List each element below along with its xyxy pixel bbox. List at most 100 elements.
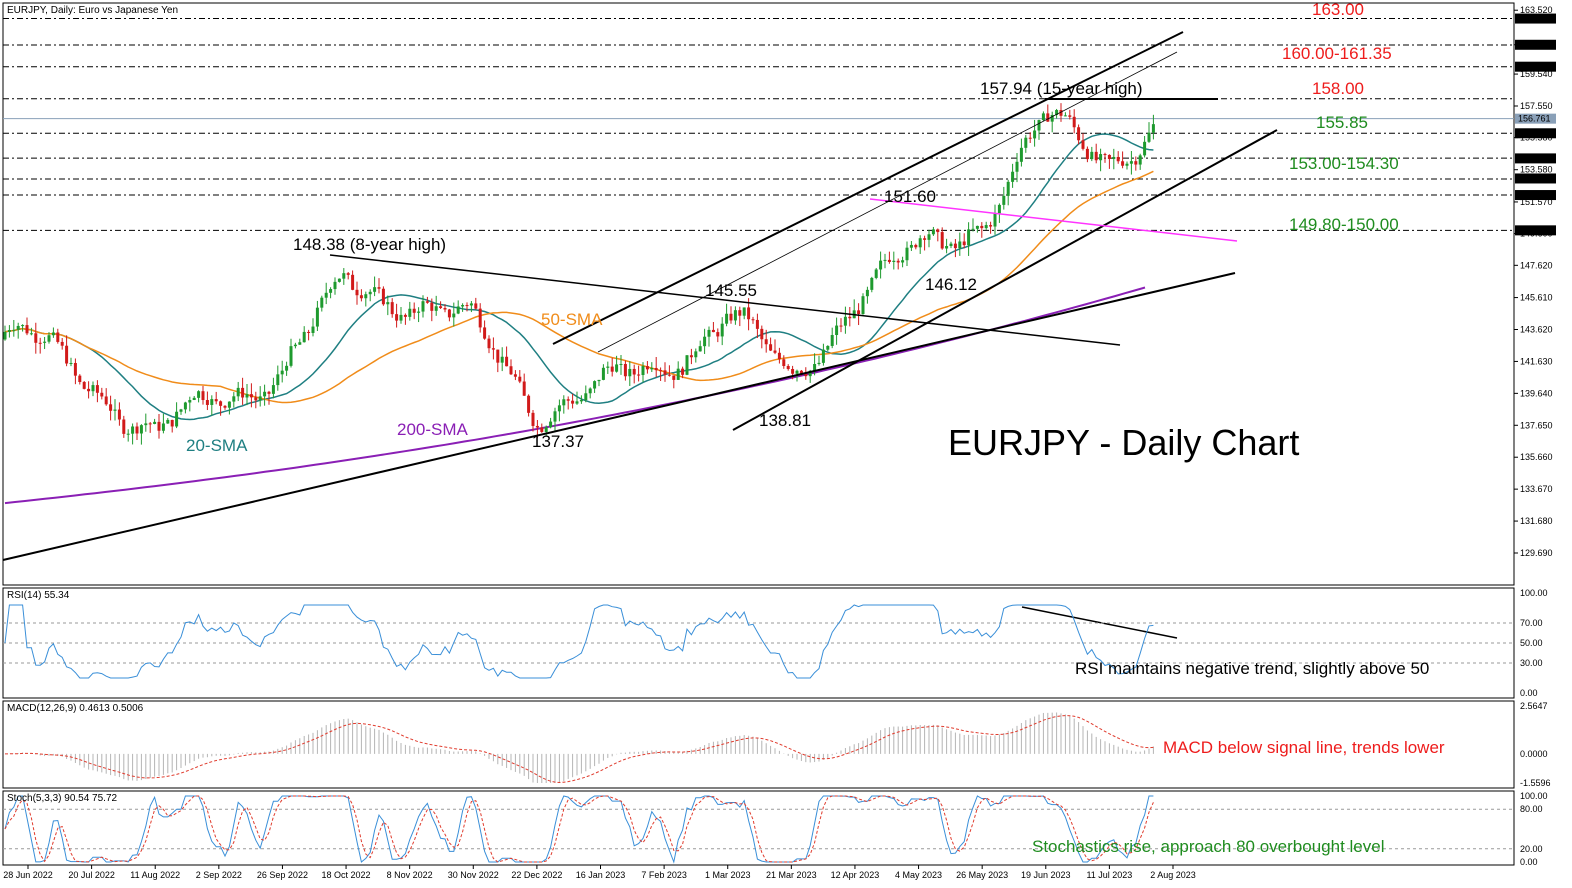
candle-body bbox=[927, 234, 931, 240]
candle-body bbox=[122, 419, 126, 434]
candle-body bbox=[1015, 161, 1019, 172]
candle-body bbox=[773, 350, 777, 353]
x-tick-label: 26 May 2023 bbox=[956, 870, 1008, 880]
candle-body bbox=[575, 401, 579, 404]
candle-body bbox=[887, 259, 891, 262]
candle-body bbox=[738, 310, 742, 316]
chart-title: EURJPY, Daily: Euro vs Japanese Yen bbox=[7, 5, 178, 16]
price-tag-label: 152.000 bbox=[1518, 190, 1551, 200]
candle-body bbox=[333, 281, 337, 290]
x-tick-label: 11 Jul 2023 bbox=[1086, 870, 1132, 880]
candle-body bbox=[1099, 154, 1103, 161]
candle-body bbox=[808, 370, 812, 377]
rsi-panel[interactable] bbox=[2, 587, 1515, 699]
candle-body bbox=[135, 426, 139, 434]
candle-body bbox=[848, 316, 852, 319]
candle-body bbox=[505, 356, 509, 367]
candle-body bbox=[826, 345, 830, 350]
trendlines bbox=[2, 31, 1278, 639]
candle-body bbox=[131, 426, 135, 434]
candle-body bbox=[1024, 137, 1028, 148]
x-tick-label: 18 Oct 2022 bbox=[322, 870, 371, 880]
candle-body bbox=[1077, 127, 1081, 141]
main-price-panel[interactable] bbox=[2, 2, 1515, 586]
candle-body bbox=[632, 368, 636, 375]
candle-body bbox=[685, 355, 689, 375]
candle-body bbox=[628, 368, 632, 377]
sma50-line bbox=[4, 170, 1154, 404]
candle-body bbox=[179, 409, 183, 412]
long-term-support-line bbox=[2, 272, 1236, 561]
y-tick-label: 141.630 bbox=[1520, 356, 1553, 366]
label-20-sma: 20-SMA bbox=[186, 436, 248, 455]
candle-body bbox=[584, 393, 588, 401]
candle-body bbox=[351, 274, 355, 290]
candle-body bbox=[478, 308, 482, 328]
price-tag-bg bbox=[1515, 190, 1556, 201]
candle-body bbox=[984, 225, 988, 229]
candle-body bbox=[87, 388, 91, 392]
rsi-y-label: 30.00 bbox=[1520, 658, 1543, 668]
candle-body bbox=[109, 404, 113, 411]
candle-body bbox=[293, 344, 297, 347]
y-tick-label: 137.650 bbox=[1520, 420, 1553, 430]
candle-body bbox=[465, 305, 469, 307]
sma20-line bbox=[4, 133, 1154, 421]
candle-body bbox=[91, 385, 95, 392]
candle-body bbox=[337, 278, 341, 282]
candle-body bbox=[861, 296, 865, 315]
channel-upper-line bbox=[552, 31, 1184, 345]
stoch-panel[interactable] bbox=[2, 790, 1515, 866]
candle-body bbox=[711, 329, 715, 333]
candle-body bbox=[399, 314, 403, 321]
candle-body bbox=[1129, 161, 1133, 164]
candle-body bbox=[271, 385, 275, 394]
candle-body bbox=[817, 362, 821, 364]
candle-body bbox=[346, 273, 350, 275]
candle-body bbox=[342, 273, 346, 279]
candle-body bbox=[166, 419, 170, 424]
candle-body bbox=[236, 387, 240, 397]
candle-body bbox=[527, 395, 531, 413]
candle-body bbox=[359, 295, 363, 299]
channel-mid-line bbox=[597, 51, 1178, 353]
candle-body bbox=[192, 397, 196, 401]
stoch-header: Stoch(5,3,3) 90.54 75.72 bbox=[7, 793, 118, 804]
candle-body bbox=[777, 352, 781, 360]
price-tag-bg bbox=[1515, 128, 1556, 139]
annotation-8-year-high: 148.38 (8-year high) bbox=[293, 235, 446, 254]
candle-body bbox=[936, 229, 940, 233]
candle-body bbox=[456, 306, 460, 314]
candle-body bbox=[843, 316, 847, 326]
candle-body bbox=[7, 330, 11, 332]
candle-body bbox=[491, 348, 495, 350]
macd-panel[interactable] bbox=[2, 700, 1515, 789]
candle-body bbox=[47, 335, 51, 342]
candle-body bbox=[1094, 151, 1098, 161]
candle-body bbox=[971, 228, 975, 230]
candle-body bbox=[34, 333, 38, 343]
candle-body bbox=[623, 363, 627, 377]
candle-body bbox=[227, 401, 231, 408]
candle-body bbox=[716, 332, 720, 337]
price-tag-label: 161.366 bbox=[1518, 40, 1551, 50]
candle-body bbox=[381, 288, 385, 305]
y-tick-label: 139.640 bbox=[1520, 388, 1553, 398]
candle-body bbox=[637, 374, 641, 376]
candle-body bbox=[641, 366, 645, 376]
x-tick-label: 19 Jun 2023 bbox=[1021, 870, 1071, 880]
candle-body bbox=[113, 409, 117, 411]
candle-body bbox=[549, 421, 553, 428]
candle-body bbox=[368, 291, 372, 295]
candle-body bbox=[386, 302, 390, 305]
annotation-15-year-high: 157.94 (15-year high) bbox=[980, 79, 1143, 98]
candle-body bbox=[733, 310, 737, 321]
stoch-note: Stochastics rise, approach 80 overbought… bbox=[1032, 837, 1384, 856]
macd-y-label: 2.5647 bbox=[1520, 701, 1548, 711]
descending-resistance-line bbox=[329, 254, 1121, 346]
candle-body bbox=[1081, 140, 1085, 149]
y-tick-label: 153.580 bbox=[1520, 165, 1553, 175]
candle-body bbox=[161, 423, 165, 431]
pink-trendline bbox=[869, 198, 1238, 242]
candle-body bbox=[1019, 147, 1023, 162]
